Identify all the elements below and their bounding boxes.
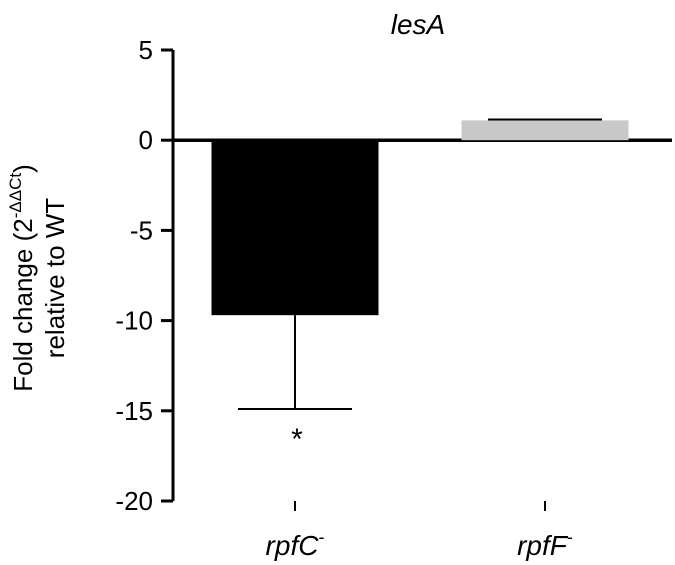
y-tick-label: -20: [115, 486, 153, 516]
y-axis-label-line2: relative to WT: [40, 198, 70, 358]
x-category-label: rpfC-: [266, 527, 325, 561]
y-tick-label: 5: [139, 35, 153, 65]
y-axis-label: Fold change (2-ΔΔCt)relative to WT: [6, 164, 70, 392]
chart-title: lesA: [391, 9, 445, 40]
y-axis-label-line1: Fold change (2-ΔΔCt): [6, 164, 38, 392]
bar-rpfF: [461, 120, 629, 141]
bar-rpfC: [211, 140, 379, 316]
bars: [211, 120, 629, 316]
significance-marker: *: [291, 423, 303, 456]
y-tick-label: -15: [115, 396, 153, 426]
labels: 5 0 -5 -10 -15 -20 * rpfC-rpfF-lesA Fold change …: [6, 9, 573, 561]
x-category-label: rpfF-: [517, 527, 573, 561]
error-bars: [238, 118, 602, 410]
y-tick-label: -10: [115, 306, 153, 336]
y-tick-label: 0: [139, 125, 153, 155]
y-tick-label: -5: [130, 215, 153, 245]
